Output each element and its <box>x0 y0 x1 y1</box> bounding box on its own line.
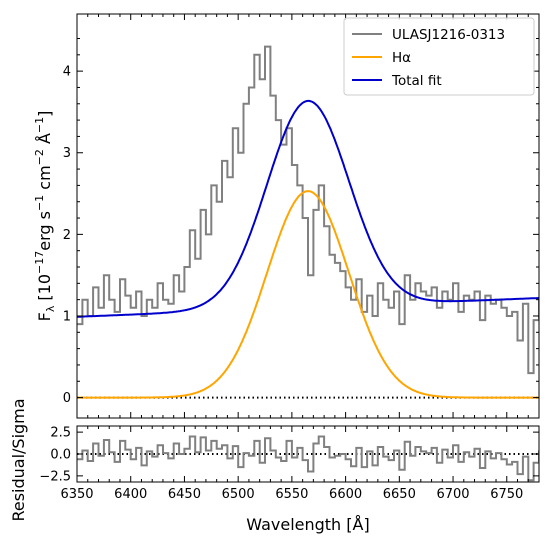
x-tick-label: 6550 <box>275 487 308 502</box>
x-tick-label: 6400 <box>114 487 147 502</box>
residual-line <box>77 435 539 482</box>
spectrum-panel: 0 1 2 3 4 ULASJ1216-0313 Hα Total fit Fλ [10… <box>33 13 540 419</box>
y-tick-label: −2.5 <box>39 469 71 484</box>
x-tick-label: 6750 <box>490 487 523 502</box>
y-tick-label: 2.5 <box>50 426 71 441</box>
spectrum-line <box>77 45 539 375</box>
x-tick-label: 6650 <box>383 487 416 502</box>
x-axis-label: Wavelength [Å] <box>246 515 369 534</box>
x-tick-label: 6350 <box>60 487 93 502</box>
y-tick-label: 2 <box>63 228 71 243</box>
residual-y-axis-label: Residual/Sigma <box>9 398 28 521</box>
total-fit-line <box>77 99 539 318</box>
legend-frame <box>343 17 535 96</box>
x-tick-label: 6700 <box>436 487 469 502</box>
spectrum-ticks: 0 1 2 3 4 <box>63 14 540 418</box>
y-tick-label: 3 <box>63 146 71 161</box>
y-tick-label: 1 <box>63 309 71 324</box>
spectrum-frame <box>76 13 540 419</box>
residual-ticks: 6350 6400 6450 6500 6550 6600 6650 6700 6750 −2.5… <box>39 426 540 502</box>
y-tick-label: 4 <box>63 65 71 80</box>
legend: ULASJ1216-0313 Hα Total fit <box>343 17 535 96</box>
halpha-line <box>77 190 539 399</box>
x-tick-label: 6450 <box>168 487 201 502</box>
residual-panel: 6350 6400 6450 6500 6550 6600 6650 6700 6750 −2.5… <box>9 398 540 522</box>
x-tick-label: 6500 <box>222 487 255 502</box>
y-tick-label: 0 <box>63 391 71 406</box>
legend-label-halpha: Hα <box>392 50 411 66</box>
spectrum-y-axis-label: Fλ [10−17erg s−1 cm−2 Å−1] <box>33 111 57 322</box>
x-tick-label: 6600 <box>329 487 362 502</box>
legend-label-total-fit: Total fit <box>391 73 442 89</box>
y-tick-label: 0.0 <box>50 448 71 463</box>
legend-label-spectrum: ULASJ1216-0313 <box>392 27 505 43</box>
